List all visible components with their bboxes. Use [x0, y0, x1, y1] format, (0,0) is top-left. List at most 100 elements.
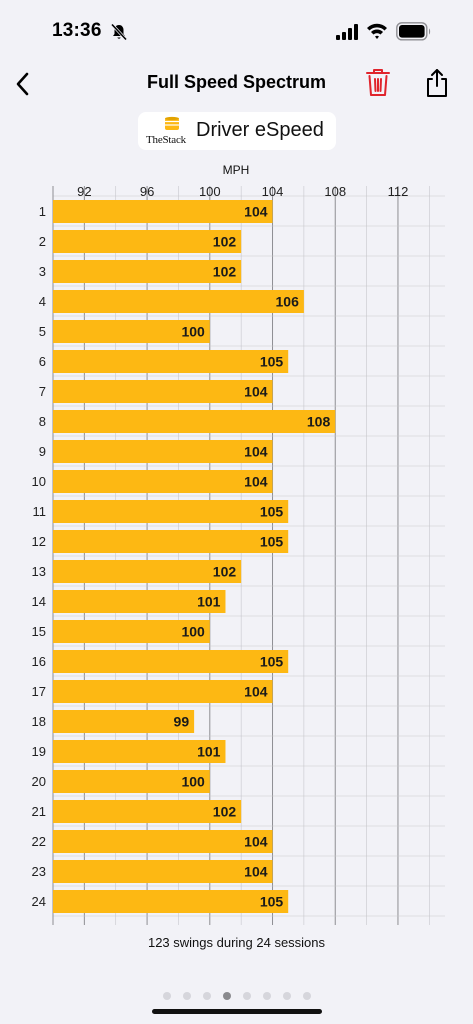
page-dot[interactable] [162, 992, 171, 1000]
x-tick-label: 100 [199, 184, 221, 199]
category-label: 10 [32, 474, 46, 489]
speed-bar[interactable] [53, 650, 289, 673]
category-label: 8 [39, 414, 46, 429]
bar-value-label: 108 [307, 414, 331, 430]
x-axis-label: MPH [223, 163, 250, 177]
logo-text: TheStack [146, 134, 186, 146]
status-time: 13:36 [52, 20, 102, 41]
category-label: 20 [32, 774, 46, 789]
speed-bar[interactable] [53, 740, 226, 763]
speed-bar[interactable] [53, 860, 273, 883]
battery-icon [396, 22, 431, 41]
cellular-signal-icon [336, 24, 358, 40]
speed-bar[interactable] [53, 290, 304, 313]
speed-bar[interactable] [53, 710, 195, 733]
bar-value-label: 104 [244, 204, 268, 220]
category-label: 14 [32, 594, 46, 609]
speed-bar[interactable] [53, 560, 242, 583]
category-label: 4 [39, 294, 46, 309]
category-label: 22 [32, 834, 46, 849]
bar-value-label: 99 [174, 714, 190, 730]
speed-bar[interactable] [53, 770, 210, 793]
category-label: 7 [39, 384, 46, 399]
bar-value-label: 102 [213, 234, 237, 250]
category-label: 24 [32, 894, 46, 909]
speed-bar[interactable] [53, 320, 210, 343]
x-tick-label: 104 [262, 184, 284, 199]
x-tick-label: 96 [140, 184, 154, 199]
category-label: 3 [39, 264, 46, 279]
category-label: 5 [39, 324, 46, 339]
category-label: 18 [32, 714, 46, 729]
speed-bar[interactable] [53, 440, 273, 463]
page-dot[interactable] [302, 992, 311, 1000]
speed-bar[interactable] [53, 230, 242, 253]
bar-value-label: 105 [260, 894, 284, 910]
speed-bar[interactable] [53, 620, 210, 643]
club-badge: TheStack Driver eSpeed [138, 112, 336, 150]
category-label: 19 [32, 744, 46, 759]
share-icon[interactable] [424, 67, 450, 99]
x-tick-label: 108 [324, 184, 346, 199]
bar-value-label: 105 [260, 504, 284, 520]
speed-bar[interactable] [53, 410, 336, 433]
category-label: 2 [39, 234, 46, 249]
x-tick-label: 92 [77, 184, 91, 199]
category-label: 6 [39, 354, 46, 369]
speed-bar[interactable] [53, 800, 242, 823]
speed-bar[interactable] [53, 380, 273, 403]
speed-bar[interactable] [53, 890, 289, 913]
bar-value-label: 105 [260, 654, 284, 670]
status-bar: 13:36 [0, 0, 473, 64]
page-indicator[interactable] [0, 992, 473, 1002]
category-label: 9 [39, 444, 46, 459]
summary-text: 123 swings during 24 sessions [147, 935, 326, 950]
bar-value-label: 106 [276, 294, 300, 310]
speed-bar[interactable] [53, 590, 226, 613]
speed-bar[interactable] [53, 530, 289, 553]
speed-bar[interactable] [53, 500, 289, 523]
club-label: Driver eSpeed [196, 119, 324, 141]
page-dot[interactable] [262, 992, 271, 1000]
speed-bar[interactable] [53, 350, 289, 373]
speed-bar[interactable] [53, 470, 273, 493]
category-label: 12 [32, 534, 46, 549]
page-dot[interactable] [202, 992, 211, 1000]
bar-value-label: 102 [213, 804, 237, 820]
bar-value-label: 104 [244, 384, 268, 400]
bar-value-label: 100 [181, 774, 205, 790]
bar-value-label: 104 [244, 474, 268, 490]
bar-value-label: 104 [244, 684, 268, 700]
page-dot[interactable] [282, 992, 291, 1000]
bar-value-label: 105 [260, 354, 284, 370]
home-indicator [152, 1009, 322, 1014]
category-label: 15 [32, 624, 46, 639]
category-label: 17 [32, 684, 46, 699]
x-tick-label: 112 [388, 184, 409, 199]
thestack-logo-icon [165, 116, 179, 130]
bar-value-label: 104 [244, 444, 268, 460]
category-label: 21 [32, 804, 46, 819]
bar-value-label: 100 [181, 324, 205, 340]
page-dot[interactable] [242, 992, 251, 1000]
bar-value-label: 102 [213, 264, 237, 280]
bar-value-label: 102 [213, 564, 237, 580]
bar-value-label: 105 [260, 534, 284, 550]
navigation-bar: Full Speed Spectrum [0, 64, 473, 104]
page-dot[interactable] [182, 992, 191, 1000]
category-label: 1 [39, 204, 46, 219]
category-label: 23 [32, 864, 46, 879]
bar-value-label: 101 [197, 594, 221, 610]
speed-bar[interactable] [53, 830, 273, 853]
category-label: 11 [33, 504, 47, 519]
speed-bar[interactable] [53, 260, 242, 283]
speed-bar-chart: MPH 92 96 100 104 108 11212345678910111213141… [32, 163, 445, 925]
speed-bar[interactable] [53, 680, 273, 703]
speed-bar[interactable] [53, 200, 273, 223]
bell-slash-icon [110, 23, 128, 41]
bar-value-label: 100 [181, 624, 205, 640]
bar-value-label: 104 [244, 864, 268, 880]
page-dot[interactable] [222, 992, 231, 1000]
trash-icon[interactable] [364, 67, 392, 99]
back-chevron-icon[interactable] [10, 66, 38, 100]
